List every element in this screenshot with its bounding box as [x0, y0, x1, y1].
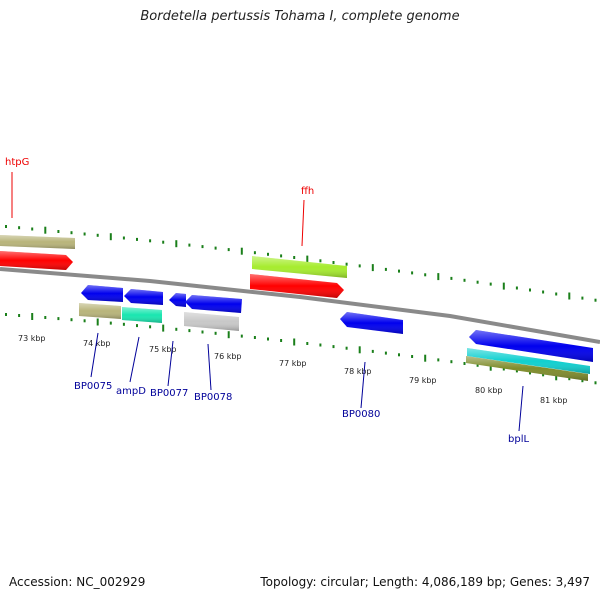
- feature-bplL-region[interactable]: [466, 356, 588, 381]
- leader-BP0075: [90, 332, 99, 378]
- gene-label-BP0078: BP0078: [194, 392, 232, 403]
- tick-label-81kbp: 81 kbp: [540, 396, 568, 405]
- feature-BP0078-gene[interactable]: [184, 312, 239, 331]
- feature-ffh-gene[interactable]: [252, 256, 347, 278]
- feature-BP0077-cds[interactable]: [169, 293, 186, 307]
- tick-label-80kbp: 80 kbp: [475, 386, 503, 395]
- feature-BP0075-cds[interactable]: [81, 285, 123, 302]
- gene-label-BP0077: BP0077: [150, 388, 188, 399]
- feature-htpG-cds[interactable]: [0, 251, 73, 270]
- label-leaders: [11, 172, 524, 432]
- gene-label-ampD: ampD: [116, 386, 146, 397]
- leader-bplL: [518, 385, 524, 432]
- leader-BP0080: [360, 361, 366, 409]
- leader-ampD: [129, 336, 140, 383]
- tick-label-76kbp: 76 kbp: [214, 352, 242, 361]
- leader-BP0077: [167, 340, 174, 387]
- genome-backbone: [0, 267, 600, 344]
- gene-labels: htpG ffh BP0075 ampD BP0077 BP0078 BP008…: [5, 157, 529, 445]
- gene-label-bplL: bplL: [508, 434, 529, 445]
- feature-ampD-gene[interactable]: [122, 307, 162, 323]
- feature-ampD-cds[interactable]: [124, 289, 163, 305]
- forward-tick-track: [5, 225, 597, 302]
- gene-label-BP0075: BP0075: [74, 381, 112, 392]
- tick-label-75kbp: 75 kbp: [149, 345, 177, 354]
- feature-htpG-gene[interactable]: [0, 235, 75, 249]
- feature-bplL-cds[interactable]: [469, 330, 593, 362]
- feature-BP0078-cds[interactable]: [185, 295, 242, 313]
- gene-label-ffh: ffh: [301, 186, 314, 197]
- feature-BP0075-gene[interactable]: [79, 303, 121, 319]
- gene-label-htpG: htpG: [5, 157, 29, 168]
- map-title: Bordetella pertussis Tohama I, complete …: [140, 9, 460, 24]
- feature-bplL-gene[interactable]: [467, 348, 590, 374]
- reverse-tick-track: [5, 313, 597, 385]
- tick-label-78kbp: 78 kbp: [344, 367, 372, 376]
- gene-label-BP0080: BP0080: [342, 409, 380, 420]
- leader-BP0078: [207, 343, 212, 391]
- tick-label-79kbp: 79 kbp: [409, 376, 437, 385]
- tick-label-73kbp: 73 kbp: [18, 334, 46, 343]
- feature-BP0080-cds[interactable]: [340, 312, 403, 334]
- tick-label-77kbp: 77 kbp: [279, 359, 307, 368]
- accession-text: Accession: NC_002929: [9, 575, 146, 589]
- genome-stats-text: Topology: circular; Length: 4,086,189 bp…: [260, 575, 590, 589]
- feature-ffh-cds[interactable]: [250, 274, 344, 298]
- leader-ffh: [301, 199, 305, 247]
